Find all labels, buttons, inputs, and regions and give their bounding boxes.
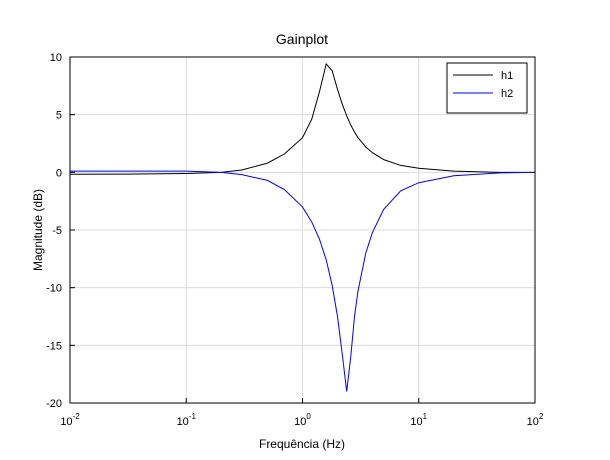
x-tick-base: 10 <box>410 416 422 428</box>
x-tick-exponent: 2 <box>539 412 544 421</box>
y-tick-label: 0 <box>56 167 62 179</box>
plot-lines <box>69 62 536 392</box>
legend-label: h2 <box>501 88 513 100</box>
y-tick-label: -15 <box>46 340 62 352</box>
x-tick-label: 102 <box>527 412 544 428</box>
series-line <box>70 170 536 392</box>
chart-title: Gainplot <box>276 31 328 47</box>
legend-box <box>446 62 528 114</box>
x-tick-base: 10 <box>60 416 72 428</box>
y-axis-label: Magnitude (dB) <box>31 189 45 271</box>
x-tick-exponent: 0 <box>306 412 311 421</box>
x-tick-base: 10 <box>527 416 539 428</box>
x-tick-exponent: 1 <box>423 412 428 421</box>
legend-label: h1 <box>501 70 513 82</box>
x-tick-label: 10-1 <box>177 412 197 428</box>
x-axis-label: Frequência (Hz) <box>259 437 345 451</box>
y-tick-label: -20 <box>46 398 62 410</box>
x-tick-label: 10-2 <box>60 412 80 428</box>
x-tick-label: 101 <box>410 412 427 428</box>
series-line <box>69 62 535 175</box>
x-tick-label: 100 <box>294 412 311 428</box>
y-tick-label: -10 <box>46 283 62 295</box>
y-tick-label: -5 <box>52 225 62 237</box>
y-tick-label: 5 <box>56 110 62 122</box>
legend: h1 h2 <box>446 62 528 114</box>
y-tick-label: 10 <box>50 52 62 64</box>
x-tick-base: 10 <box>177 416 189 428</box>
x-tick-base: 10 <box>294 416 306 428</box>
x-tick-exponent: -1 <box>189 412 197 421</box>
x-tick-exponent: -2 <box>73 412 81 421</box>
grid <box>69 56 536 404</box>
